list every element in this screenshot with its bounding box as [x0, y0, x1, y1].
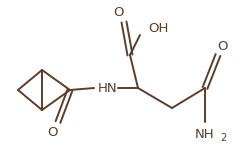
- Text: 2: 2: [220, 133, 226, 143]
- Text: O: O: [47, 125, 57, 139]
- Text: OH: OH: [148, 21, 168, 34]
- Text: O: O: [217, 40, 227, 52]
- Text: HN: HN: [98, 82, 118, 94]
- Text: O: O: [113, 6, 123, 18]
- Text: NH: NH: [195, 128, 215, 140]
